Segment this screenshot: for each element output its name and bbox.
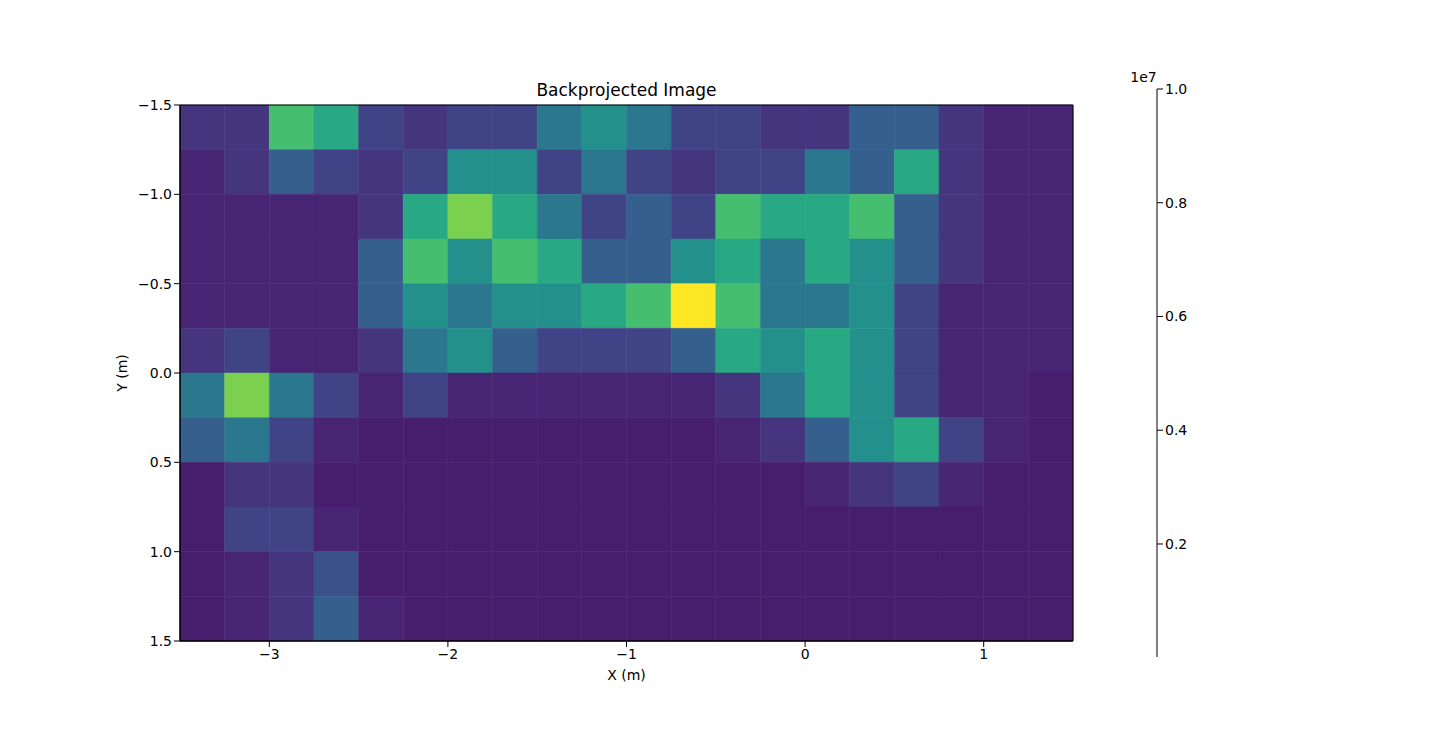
html-text:Backprojected Image: Backprojected Image: [536, 80, 717, 100]
svg-text:−2: −2: [438, 646, 459, 662]
svg-text:−1.0: −1.0: [138, 186, 172, 202]
svg-text:−1.5: −1.5: [138, 97, 172, 113]
svg-text:0.2: 0.2: [1165, 536, 1187, 552]
svg-text:1: 1: [979, 646, 988, 662]
svg-text:0.0: 0.0: [150, 365, 172, 381]
svg-text:0: 0: [801, 646, 810, 662]
svg-text:−1: −1: [616, 646, 637, 662]
html-text:1e7: 1e7: [1130, 69, 1157, 85]
svg-text:0.4: 0.4: [1165, 422, 1187, 438]
svg-text:1.0: 1.0: [150, 544, 172, 560]
svg-text:1.0: 1.0: [1165, 81, 1187, 97]
svg-text:0.8: 0.8: [1165, 195, 1187, 211]
svg-text:−3: −3: [259, 646, 280, 662]
svg-text:0.6: 0.6: [1165, 308, 1187, 324]
svg-text:−0.5: −0.5: [138, 276, 172, 292]
svg-text:1.5: 1.5: [150, 633, 172, 649]
html-text:Y (m): Y (m): [114, 354, 130, 392]
html-text:X (m): X (m): [607, 667, 646, 683]
svg-text:0.5: 0.5: [150, 454, 172, 470]
